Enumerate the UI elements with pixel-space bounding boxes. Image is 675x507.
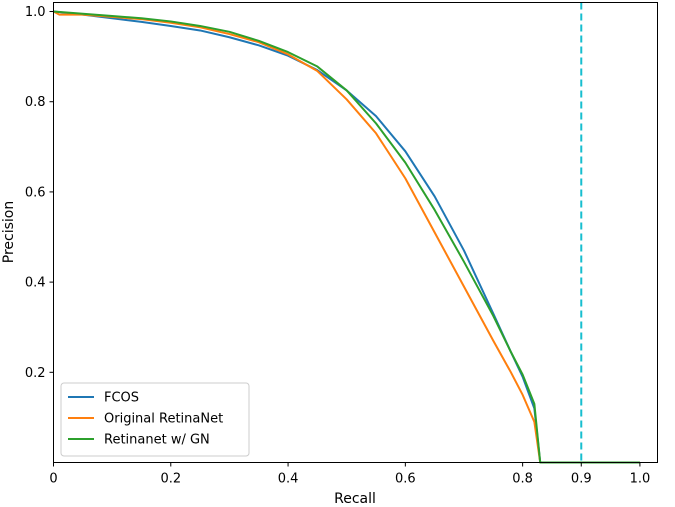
y-tick-label: 0.8	[25, 95, 46, 110]
legend: FCOS Original RetinaNet Retinanet w/ GN	[60, 382, 250, 457]
y-tick-label: 0.6	[25, 185, 46, 200]
x-tick-label: 0.6	[395, 472, 416, 487]
legend-label-2: Original RetinaNet	[104, 412, 223, 427]
axes-frame	[53, 2, 658, 463]
series-line-1	[53, 10, 640, 464]
x-tick-label: 0.9	[571, 472, 592, 487]
plot-area	[53, 2, 640, 464]
x-tick-label: 0.4	[278, 472, 299, 487]
x-tick-label: 0.2	[160, 472, 181, 487]
legend-label-3: Retinanet w/ GN	[104, 433, 210, 448]
y-tick-label: 0.2	[25, 366, 46, 381]
x-tick-label: 1.0	[630, 472, 651, 487]
y-tick-label: 1.0	[25, 5, 46, 20]
x-axis-label: Recall	[334, 491, 376, 507]
y-axis-label: Precision	[1, 201, 17, 263]
y-tick-label: 0.4	[25, 276, 46, 291]
legend-box	[60, 382, 250, 457]
series-line-3	[53, 10, 640, 464]
legend-label-1: FCOS	[104, 391, 139, 406]
x-tick-label: 0.8	[512, 472, 533, 487]
x-tick-label: 0	[49, 472, 57, 487]
axis-ticks: 0 0.2 0.4 0.6 0.8 0.9 1.0 0.2 0.4 0.6 0.8 1.0	[25, 5, 650, 486]
